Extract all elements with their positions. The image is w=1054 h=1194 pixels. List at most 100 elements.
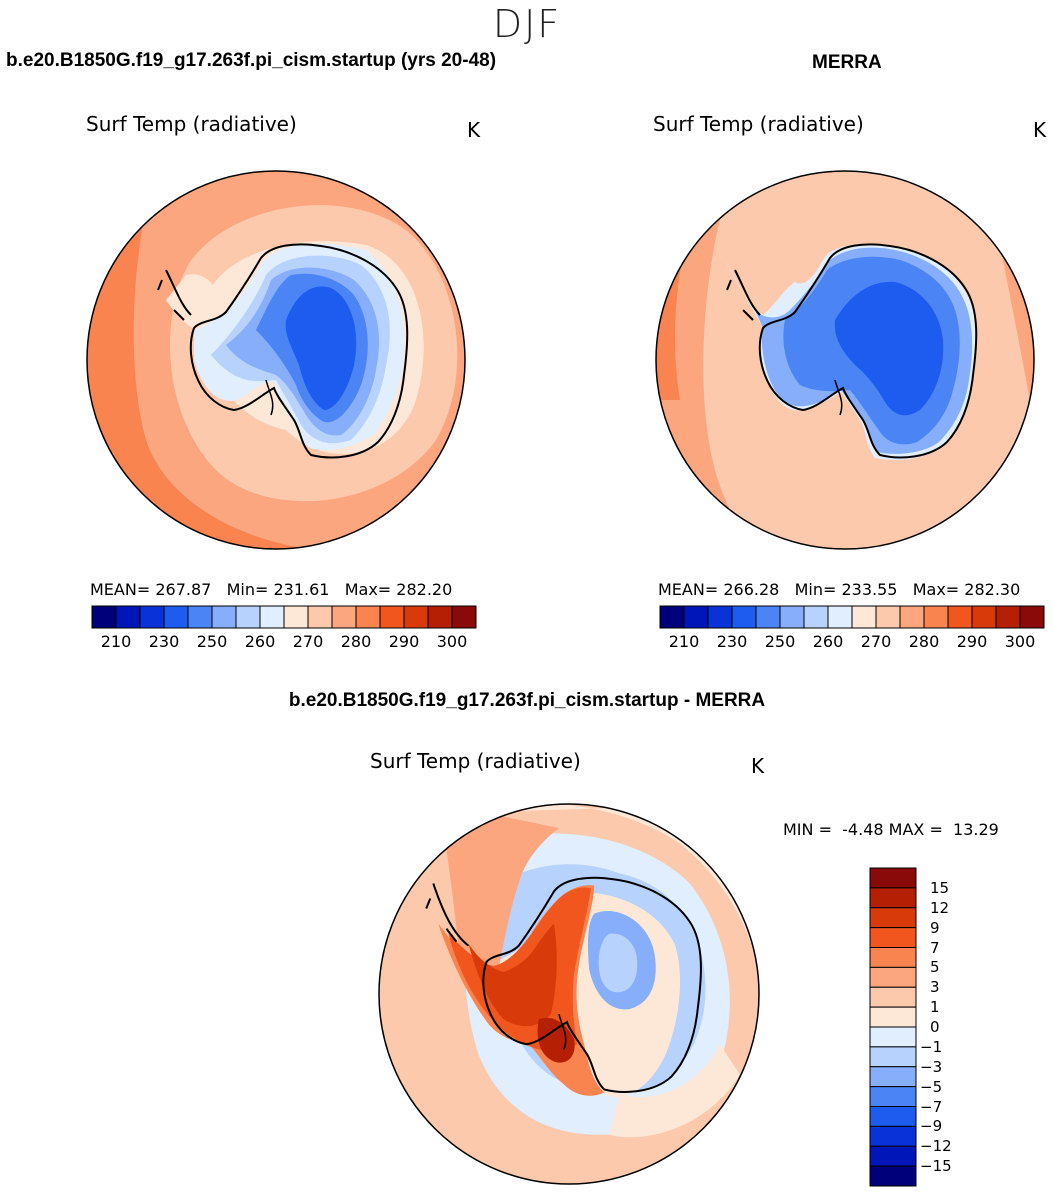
case-title-diff: b.e20.B1850G.f19_g17.263f.pi_cism.startu… [288,690,766,711]
colorbar-swatch [803,605,829,629]
mean-value: 266.28 [723,580,780,599]
mean-label: MEAN= [658,580,719,599]
min-label: Min= [794,580,837,599]
colorbar-swatch [869,1125,917,1147]
colorbar-tick-label: 3 [930,978,940,997]
colorbar-tick-label: 270 [292,632,324,651]
map-diff [378,803,760,1185]
max-value: 282.30 [964,580,1021,599]
colorbar-tick-label: −3 [920,1057,943,1076]
colorbar-tick-label: 12 [930,898,950,917]
colorbar-swatch [869,947,917,968]
colorbar-tick-label: −7 [920,1097,943,1116]
mean-value: 267.87 [155,580,212,599]
colorbar-swatch [869,907,917,929]
stats-left: MEAN= 267.87 Min= 231.61 Max= 282.20 [90,580,452,599]
colorbar-diff [869,867,917,1187]
colorbar-swatch [869,867,917,889]
panel-title-diff: Surf Temp (radiative) [370,749,581,773]
colorbar-swatch [283,605,309,629]
colorbar-swatch [869,1026,917,1048]
colorbar-tick-label: 250 [196,632,228,651]
colorbar-swatch [451,605,477,629]
colorbar-swatch [683,605,709,629]
colorbar-tick-label: −12 [920,1137,952,1156]
colorbar-swatch [827,605,853,629]
colorbar-tick-label: 260 [244,632,276,651]
colorbar-swatch [869,986,917,1008]
colorbar-swatch [259,605,285,629]
colorbar-swatch [331,605,357,629]
colorbar-tick-label: −15 [920,1157,952,1176]
colorbar-swatch [971,605,997,629]
colorbar-swatch [139,605,165,629]
colorbar-swatch [755,605,781,629]
mean-label: MEAN= [90,580,151,599]
colorbar-tick-label: 280 [908,632,940,651]
colorbar-swatch [1019,605,1045,629]
colorbar-swatch [851,605,877,629]
colorbar-swatch [923,605,949,629]
min-value: 233.55 [841,580,898,599]
colorbar-swatch [869,1046,917,1068]
colorbar-tick-label: 210 [100,632,132,651]
colorbar-tick-label: 250 [764,632,796,651]
max-label: Max= [344,580,392,599]
units-left: K [467,118,481,142]
colorbar-tick-label: 290 [956,632,988,651]
colorbar-swatch [899,605,925,629]
colorbar-tick-label: 260 [812,632,844,651]
colorbar-swatch [869,1106,917,1127]
colorbar-left [91,605,477,629]
colorbar-swatch [947,605,973,629]
colorbar-right-ticks: 210 230 250 260 270 280 290 300 [660,632,1044,652]
colorbar-swatch [115,605,141,629]
colorbar-tick-label: 15 [930,878,950,897]
colorbar-swatch [731,605,757,629]
min-label: MIN = [783,820,832,839]
colorbar-swatch [869,1165,917,1187]
colorbar-swatch [869,1006,917,1028]
colorbar-swatch [869,1066,917,1088]
colorbar-swatch [187,605,213,629]
colorbar-swatch [995,605,1021,629]
colorbar-swatch [869,927,917,948]
colorbar-tick-label: 5 [930,958,940,977]
colorbar-tick-label: 7 [930,938,940,957]
colorbar-swatch [869,1086,917,1107]
colorbar-swatch [379,605,405,629]
panel-title-right: Surf Temp (radiative) [653,112,864,136]
colorbar-tick-label: 270 [860,632,892,651]
map-model [86,170,466,550]
colorbar-swatch [707,605,733,629]
colorbar-swatch [869,887,917,909]
min-label: Min= [226,580,269,599]
colorbar-swatch [307,605,333,629]
max-value: 13.29 [953,820,999,839]
colorbar-swatch [869,966,917,988]
colorbar-swatch [779,605,805,629]
stats-right: MEAN= 266.28 Min= 233.55 Max= 282.30 [658,580,1020,599]
colorbar-tick-label: 1 [930,998,940,1017]
colorbar-swatch [427,605,453,629]
colorbar-tick-label: −5 [920,1077,943,1096]
colorbar-swatch [211,605,237,629]
colorbar-tick-label: 210 [668,632,700,651]
colorbar-swatch [659,605,685,629]
colorbar-diff-ticks: 15 12 9 7 5 3 1 0 −1 −3 −5 −7 −9 −12 −15 [920,868,982,1186]
map-merra [655,170,1035,550]
units-right: K [1033,118,1047,142]
colorbar-tick-label: 230 [716,632,748,651]
colorbar-tick-label: 300 [1004,632,1036,651]
colorbar-left-ticks: 210 230 250 260 270 280 290 300 [92,632,476,652]
colorbar-tick-label: −9 [920,1117,943,1136]
colorbar-tick-label: 9 [930,918,940,937]
colorbar-swatch [875,605,901,629]
colorbar-right [659,605,1045,629]
season-title: DJF [492,2,562,46]
colorbar-tick-label: 230 [148,632,180,651]
panel-title-left: Surf Temp (radiative) [86,112,297,136]
colorbar-tick-label: 0 [930,1018,940,1036]
colorbar-swatch [91,605,117,629]
units-diff: K [751,754,765,778]
